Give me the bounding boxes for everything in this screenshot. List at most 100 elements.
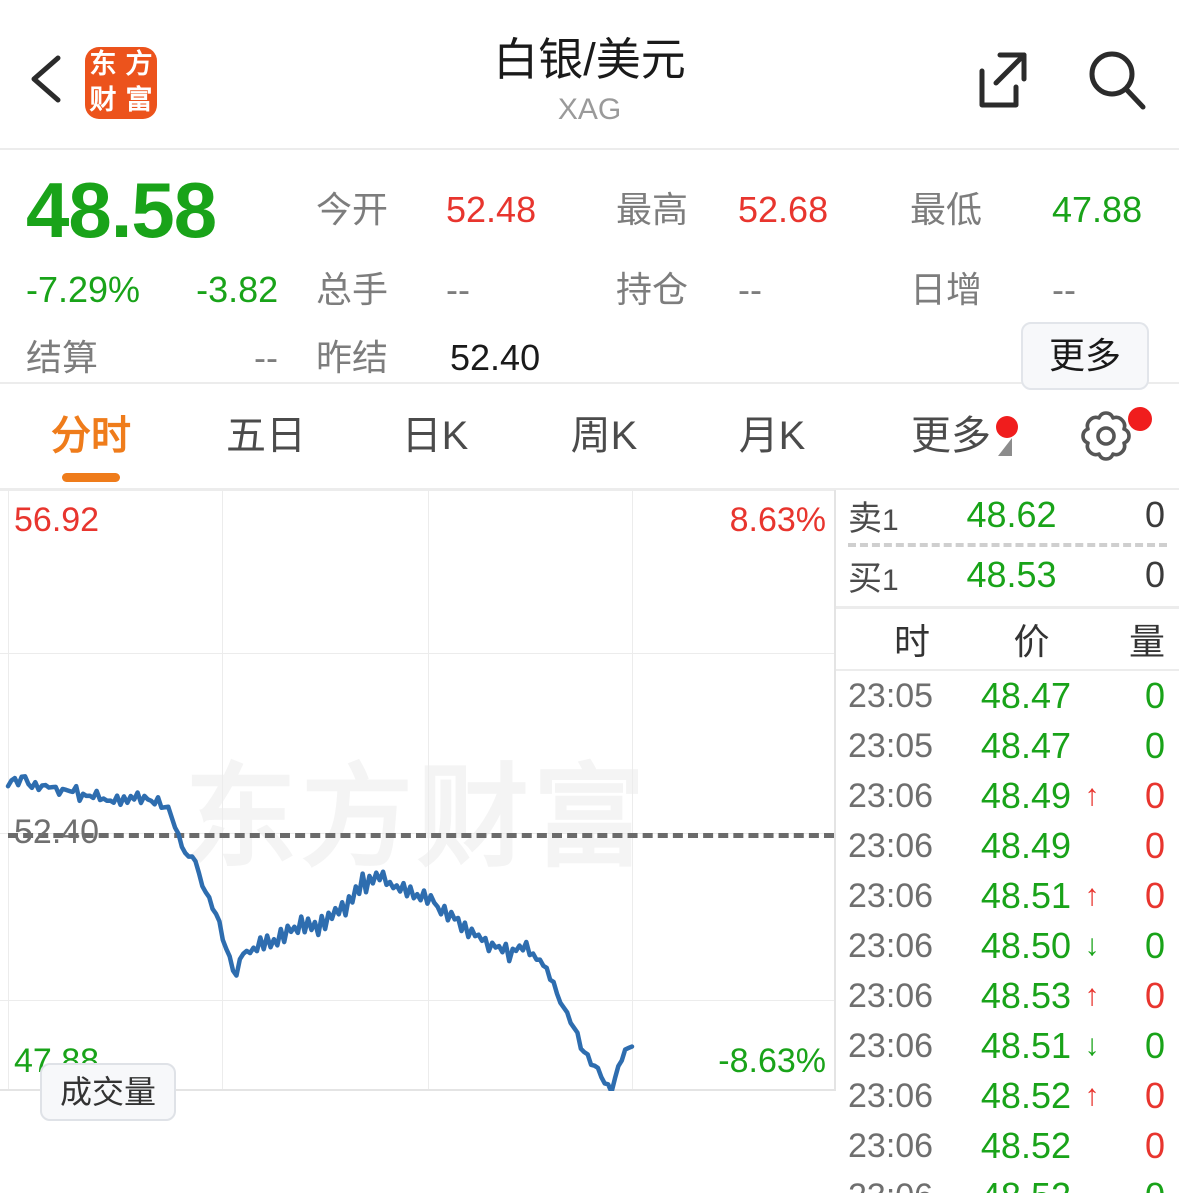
share-button[interactable]	[963, 44, 1035, 116]
tape-row-price: 48.52	[980, 1175, 1077, 1193]
tape-row-volume: 0	[1144, 1075, 1165, 1116]
tape-row[interactable]: 23:06 48.49 ↑ 0	[836, 771, 1179, 821]
chevron-left-icon	[31, 55, 61, 103]
chart-min-pct: -8.63%	[718, 1042, 826, 1080]
bid-volume: 0	[1144, 554, 1165, 595]
intraday-chart[interactable]: 东方财富 56.92 8.63% 52.40 47.88 -8.63% 成交量	[0, 490, 836, 1121]
tape-row-time: 23:06	[848, 926, 934, 965]
orderbook-row-bid[interactable]: 买1 48.53 0	[836, 550, 1179, 600]
tape-row-price: 48.49	[980, 825, 1071, 866]
field-low: 最低 47.88	[910, 188, 1153, 232]
tab-monthly-k[interactable]: 月K	[738, 414, 806, 458]
orderbook-row-ask[interactable]: 卖1 48.62 0	[836, 490, 1179, 540]
tape-row[interactable]: 23:06 48.50 ↓ 0	[836, 921, 1179, 971]
tape-header-volume: 量	[1128, 621, 1165, 662]
tape-row-price: 48.50	[980, 925, 1071, 966]
gear-icon	[1081, 411, 1131, 461]
field-daychange-label: 日增	[910, 269, 983, 310]
grid-line-v-2	[428, 490, 429, 1091]
arrow-up-icon: ↑	[1084, 879, 1100, 912]
tape-row[interactable]: 23:05 48.47 0	[836, 721, 1179, 771]
quote-row-3: 结算 -- 昨结 52.40 更多	[26, 322, 1153, 394]
tape-row-price: 48.52	[980, 1075, 1071, 1116]
field-low-value: 47.88	[1052, 189, 1143, 230]
chart-settings-button[interactable]	[1046, 405, 1166, 467]
tab-active-underline	[62, 473, 120, 482]
share-external-icon	[979, 52, 1027, 108]
field-settlement-value: --	[254, 337, 278, 378]
change-percent: -7.29%	[26, 269, 141, 310]
tape-row-time: 23:06	[848, 876, 934, 915]
grid-line-h-0	[0, 490, 834, 491]
tape-row[interactable]: 23:06 48.49 0	[836, 821, 1179, 871]
tab-more-badge	[996, 416, 1018, 438]
field-high: 最高 52.68	[616, 188, 910, 232]
tape-row-price: 48.47	[980, 675, 1071, 716]
field-prevclose-value: 52.40	[450, 337, 541, 378]
grid-line-h-1	[0, 653, 834, 654]
field-high-label: 最高	[616, 189, 689, 230]
back-button[interactable]	[24, 52, 70, 106]
tape-row[interactable]: 23:05 48.47 0	[836, 671, 1179, 721]
tape-row[interactable]: 23:06 48.53 ↑ 0	[836, 971, 1179, 1021]
field-open: 今开 52.48	[316, 188, 616, 232]
tape-row[interactable]: 23:06 48.52 ↑ 0	[836, 1071, 1179, 1121]
more-fields-button[interactable]: 更多	[1020, 322, 1149, 390]
tape-header: 时 价 量	[836, 609, 1179, 671]
price-line-series	[5, 774, 635, 1091]
tape-row-volume: 0	[1144, 675, 1165, 716]
eastmoney-logo[interactable]: 东 方 财 富	[85, 47, 157, 119]
field-volume-value: --	[446, 269, 470, 310]
app-header: 东 方 财 富 白银/美元 XAG	[0, 0, 1179, 150]
tape-list[interactable]: 23:05 48.47 0 23:05 48.47 0 23:06 48.49 ↑ 0 23:06 4…	[836, 671, 1179, 1193]
arrow-up-icon: ↑	[1084, 779, 1100, 812]
tape-row-time: 23:05	[848, 726, 934, 765]
tab-five-day[interactable]: 五日	[226, 414, 306, 458]
grid-line-v-1	[222, 490, 223, 1091]
chart-ref-price: 52.40	[14, 813, 100, 851]
tab-intraday[interactable]: 分时	[0, 410, 182, 482]
tape-row-volume: 0	[1144, 875, 1165, 916]
tab-more-label: 更多	[911, 414, 991, 458]
tape-row-volume: 0	[1144, 825, 1165, 866]
tape-row[interactable]: 23:06 48.51 ↓ 0	[836, 1021, 1179, 1071]
search-icon	[1089, 51, 1146, 110]
field-settlement-label: 结算	[26, 337, 99, 378]
tape-row-price: 48.51	[980, 875, 1071, 916]
quote-row-1: 48.58 今开 52.48 最高 52.68 最低 47.88	[26, 164, 1153, 258]
tape-row[interactable]: 23:06 48.51 ↑ 0	[836, 871, 1179, 921]
field-openinterest: 持仓 --	[616, 268, 910, 312]
search-button[interactable]	[1081, 44, 1153, 116]
tape-row-volume: 0	[1144, 1025, 1165, 1066]
tape-row-time: 23:06	[848, 1076, 934, 1115]
last-price: 48.58	[26, 166, 217, 254]
volume-toggle-button[interactable]: 成交量	[40, 1063, 177, 1121]
tape-row-volume: 0	[1107, 1175, 1165, 1193]
field-open-value: 52.48	[446, 189, 537, 230]
settings-badge	[1128, 407, 1152, 431]
tape-row-time: 23:06	[848, 976, 934, 1015]
field-openinterest-value: --	[738, 269, 762, 310]
header-actions	[963, 44, 1153, 116]
tape-row-volume: 0	[1144, 925, 1165, 966]
chart-and-tape: 东方财富 56.92 8.63% 52.40 47.88 -8.63% 成交量	[0, 490, 1179, 1193]
chevron-down-icon	[998, 438, 1012, 456]
ask-volume: 0	[1144, 494, 1165, 535]
logo-char-0: 东	[89, 49, 117, 80]
field-daychange: 日增 --	[910, 268, 1153, 312]
tape-row-price: 48.52	[980, 1125, 1071, 1166]
tape-row-time: 23:06	[848, 826, 934, 865]
field-open-label: 今开	[316, 189, 389, 230]
tab-more[interactable]: 更多	[856, 410, 1046, 462]
tab-weekly-k[interactable]: 周K	[570, 414, 638, 458]
field-settlement: 结算 --	[26, 336, 316, 380]
field-volume: 总手 --	[316, 268, 616, 312]
order-book: 卖1 48.62 0 买1 48.53 0	[836, 490, 1179, 609]
tab-daily-k[interactable]: 日K	[401, 414, 469, 458]
tape-row-time: 23:06	[848, 1026, 934, 1065]
tape-row-time: 23:05	[848, 676, 934, 715]
grid-line-v-3	[632, 490, 633, 1091]
